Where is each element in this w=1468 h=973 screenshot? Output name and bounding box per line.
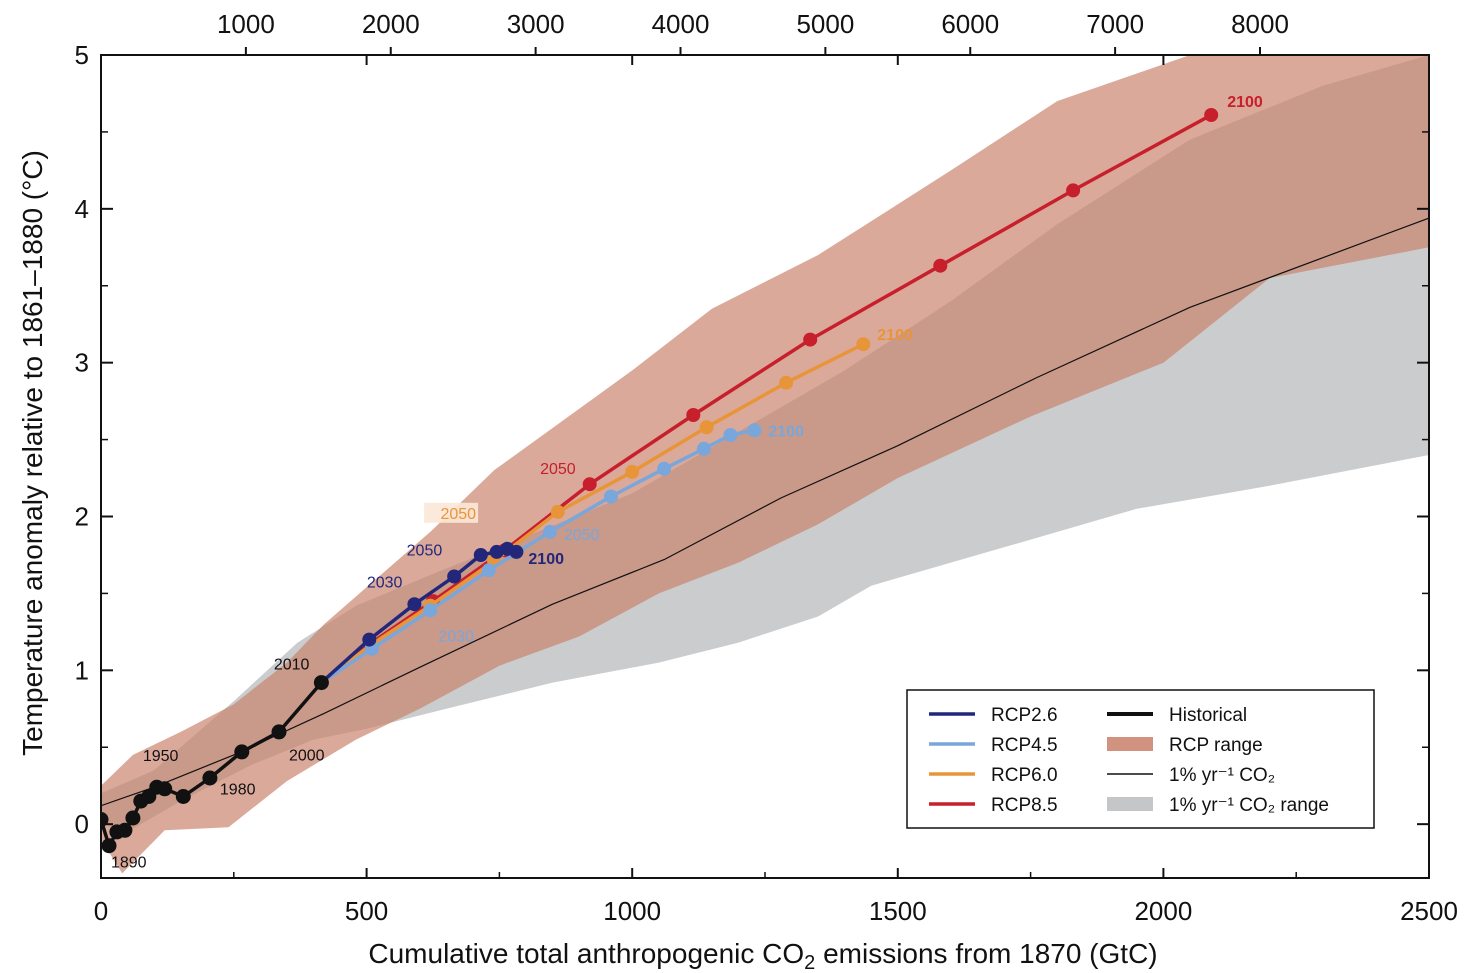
x-tick-label: 500 — [345, 896, 388, 926]
legend: RCP2.6 RCP4.5 RCP6.0 RCP8.5 Historical RCP ra… — [906, 689, 1375, 829]
year-label: 2050 — [564, 527, 600, 544]
rcp45-point — [657, 461, 672, 476]
x-axis-title: Cumulative total anthropogenic CO2 emiss… — [368, 938, 1157, 973]
year-label: 2050 — [407, 543, 443, 560]
rcp85-point — [582, 477, 597, 492]
legend-label: RCP2.6 — [991, 705, 1058, 726]
year-label: 2100 — [528, 551, 564, 568]
rcp-range-band — [101, 55, 1429, 874]
y-tick-label: 1 — [75, 655, 89, 685]
rcp85-point — [1066, 183, 1081, 198]
rcp85-line — [320, 113, 1213, 684]
rcp26-point — [473, 548, 488, 562]
rcp26-point — [489, 544, 504, 559]
rcp45-point — [423, 603, 438, 618]
x-tick-label: 2000 — [1134, 896, 1192, 926]
top-axis-tick-label: 7000 — [1086, 9, 1144, 39]
x-axis-title-subscript: 2 — [804, 952, 815, 973]
rcp26-point — [509, 544, 524, 559]
top-axis-tick-label: 4000 — [652, 9, 710, 39]
x-tick-label: 1000 — [603, 896, 661, 926]
year-label: 2100 — [768, 423, 804, 440]
top-axis-tick-label: 3000 — [507, 9, 565, 39]
historical-point — [202, 770, 218, 786]
historical-point — [313, 675, 329, 691]
y-tick-label: 5 — [75, 40, 89, 70]
y-tick-label: 0 — [75, 809, 89, 839]
rcp45-point — [542, 524, 557, 539]
x-tick-label: 0 — [94, 896, 108, 926]
legend-label: 1% yr⁻¹ CO₂ range — [1169, 795, 1329, 816]
legend-label: 1% yr⁻¹ CO₂ — [1169, 765, 1275, 786]
legend-swatch — [1107, 797, 1153, 811]
y-tick-label: 4 — [75, 194, 89, 224]
historical-point — [175, 789, 191, 804]
historical-point — [234, 744, 250, 760]
rcp60-point — [625, 464, 640, 479]
rcp45-point — [481, 563, 496, 578]
rcp85-point — [803, 332, 818, 347]
rcp85-point — [686, 408, 701, 422]
y-axis-title: Temperature anomaly relative to 1861–188… — [17, 150, 48, 756]
pct-line — [101, 217, 1429, 807]
rcp45-point — [604, 489, 618, 504]
year-label: 2100 — [877, 327, 913, 344]
historical-point — [157, 781, 173, 797]
year-label: 2030 — [367, 574, 403, 591]
x-tick-label: 2500 — [1400, 896, 1458, 926]
top-axis-tick-label: 6000 — [941, 9, 999, 39]
rcp45-line — [320, 428, 755, 685]
rcp26-point — [362, 632, 377, 647]
historical-point — [125, 810, 141, 826]
year-label: 2100 — [1227, 94, 1263, 111]
legend-label: RCP range — [1169, 735, 1263, 756]
year-label: 2010 — [274, 656, 310, 673]
year-label: 2050 — [440, 506, 476, 523]
rcp60-point — [856, 337, 871, 352]
y-tick-label: 2 — [75, 501, 89, 531]
legend-label: Historical — [1169, 705, 1247, 726]
year-label: 1980 — [220, 781, 256, 798]
y-tick-label: 3 — [75, 348, 89, 378]
legend-label: RCP6.0 — [991, 765, 1058, 786]
axes: 0 500 1000 1500 2000 2500 0 1 2 3 4 5 1000 2000 3000 40… — [75, 9, 1458, 926]
plot-area — [101, 55, 1429, 874]
legend-label: RCP4.5 — [991, 735, 1058, 756]
rcp85-point — [933, 258, 948, 273]
rcp85-point — [1204, 108, 1219, 122]
top-axis-tick-label: 8000 — [1231, 9, 1289, 39]
year-label: 1890 — [111, 855, 147, 872]
rcp45-point — [747, 423, 762, 438]
x-tick-label: 1500 — [869, 896, 927, 926]
rcp45-point — [723, 428, 738, 442]
rcp45-point — [696, 441, 711, 456]
rcp60-point — [550, 504, 565, 519]
legend-label: RCP8.5 — [991, 795, 1058, 816]
top-axis-tick-label: 5000 — [796, 9, 854, 39]
historical-point — [117, 822, 133, 838]
top-axis-tick-label: 2000 — [362, 9, 420, 39]
rcp26-point — [407, 597, 422, 612]
rcp60-point — [699, 420, 714, 435]
year-label-box — [424, 502, 479, 523]
year-label: 2030 — [438, 629, 474, 646]
rcp60-point — [779, 375, 794, 390]
historical-point — [271, 724, 287, 740]
year-label: 2000 — [289, 748, 325, 765]
historical-point — [101, 838, 117, 854]
legend-swatch — [1107, 737, 1153, 751]
rcp26-point — [447, 569, 462, 584]
top-axis-tick-label: 1000 — [217, 9, 275, 39]
year-label: 1950 — [143, 748, 179, 765]
year-label: 2050 — [540, 461, 576, 478]
